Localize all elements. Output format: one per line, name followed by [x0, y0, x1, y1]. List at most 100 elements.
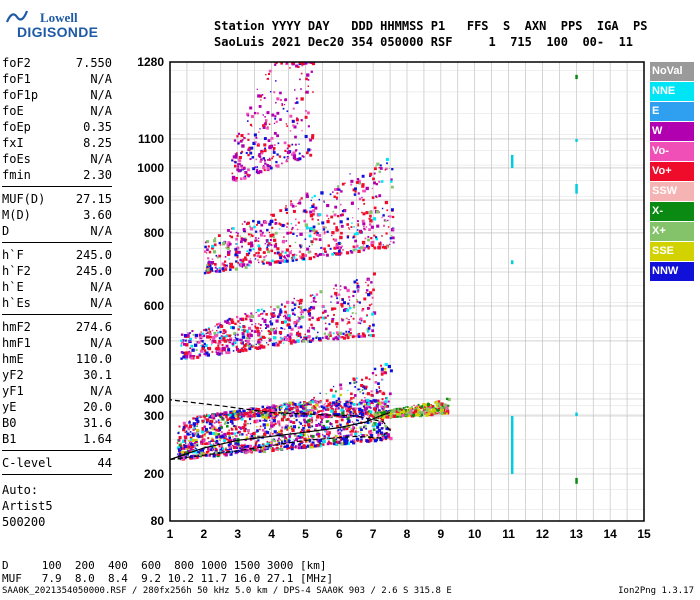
param-row: B1 1.64	[2, 431, 112, 447]
echo-point	[212, 335, 216, 340]
echo-point	[188, 352, 192, 356]
echo-point	[266, 164, 270, 167]
echo-point	[206, 271, 210, 274]
echo-point	[180, 445, 183, 447]
echo-point	[301, 309, 303, 312]
echo-point	[355, 419, 358, 422]
echo-point	[227, 252, 231, 256]
echo-point	[294, 307, 296, 310]
echo-point	[347, 295, 351, 299]
echo-point	[256, 170, 261, 175]
echo-point	[297, 446, 301, 450]
echo-point	[216, 323, 219, 326]
echo-point	[263, 310, 266, 313]
echo-point	[322, 228, 325, 231]
echo-point	[215, 254, 218, 257]
echo-point	[233, 164, 237, 168]
echo-point	[346, 441, 350, 446]
echo-point	[214, 237, 217, 240]
echo-point	[215, 351, 218, 353]
echo-point	[237, 411, 241, 415]
echo-point	[275, 414, 278, 417]
echo-point	[241, 223, 244, 225]
echo-point	[201, 448, 205, 452]
echo-point	[305, 151, 309, 155]
dmuf-distance-row: D 100 200 400 600 800 1000 1500 3000 [km…	[2, 559, 327, 572]
echo-point	[227, 421, 230, 424]
echo-point	[258, 105, 262, 108]
echo-point	[299, 325, 303, 329]
echo-point	[308, 137, 311, 140]
echo-point	[398, 407, 402, 411]
echo-point	[305, 421, 308, 424]
echo-point	[348, 405, 351, 408]
echo-point	[308, 403, 310, 406]
param-divider	[2, 474, 112, 475]
echo-point	[281, 320, 285, 324]
echo-point	[323, 231, 326, 234]
echo-point	[297, 332, 302, 337]
param-label: foF1	[2, 72, 31, 86]
echo-point	[230, 325, 233, 329]
param-label: h`F2	[2, 264, 31, 278]
echo-point	[375, 392, 378, 395]
echo-point	[213, 331, 217, 335]
echo-point	[317, 434, 321, 438]
echo-point	[434, 413, 437, 416]
echo-point	[345, 427, 349, 431]
echo-point	[235, 231, 238, 234]
echo-point	[270, 421, 274, 425]
echo-point	[359, 431, 362, 433]
echo-point	[231, 422, 234, 425]
echo-point	[361, 389, 364, 391]
echo-point	[257, 410, 261, 413]
echo-point	[241, 263, 246, 267]
param-value: 44	[97, 456, 112, 470]
echo-point	[243, 220, 246, 223]
echo-point	[352, 290, 355, 293]
echo-point	[315, 337, 318, 339]
echo-point	[212, 339, 215, 343]
echo-point	[216, 414, 218, 416]
echo-point	[178, 451, 181, 454]
echo-point	[249, 236, 251, 238]
echo-point	[333, 287, 335, 290]
echo-point	[228, 429, 230, 432]
echo-point	[294, 324, 297, 328]
echo-point	[225, 335, 228, 338]
echo-point	[189, 337, 193, 341]
echo-point	[329, 442, 332, 444]
echo-point	[250, 232, 252, 235]
echo-point	[313, 194, 316, 198]
header-values: SaoLuis 2021 Dec20 354 050000 RSF 1 715 …	[214, 35, 634, 49]
echo-point	[324, 413, 327, 416]
echo-point	[309, 403, 312, 406]
echo-point	[184, 436, 188, 440]
echo-point	[294, 135, 297, 139]
echo-point	[319, 400, 322, 403]
echo-point	[266, 440, 269, 443]
echo-point	[348, 305, 351, 307]
echo-point	[438, 405, 441, 408]
echo-point	[198, 333, 202, 337]
echo-point	[389, 369, 393, 373]
echo-point	[346, 402, 350, 406]
echo-point	[262, 345, 266, 349]
echo-point	[335, 331, 339, 335]
echo-point	[295, 118, 299, 122]
echo-point	[259, 313, 262, 315]
x-tick-label: 3	[234, 527, 241, 541]
echo-point	[330, 215, 334, 219]
echo-point	[190, 356, 194, 360]
echo-point	[202, 334, 206, 338]
echo-point	[346, 288, 350, 293]
echo-point	[286, 417, 290, 421]
param-value: 0.35	[83, 120, 112, 134]
echo-point	[216, 346, 220, 351]
echo-point	[357, 223, 359, 225]
echo-point	[285, 409, 288, 413]
echo-point	[329, 406, 331, 409]
echo-point	[348, 434, 350, 436]
echo-point	[363, 320, 366, 323]
echo-point	[286, 334, 290, 337]
